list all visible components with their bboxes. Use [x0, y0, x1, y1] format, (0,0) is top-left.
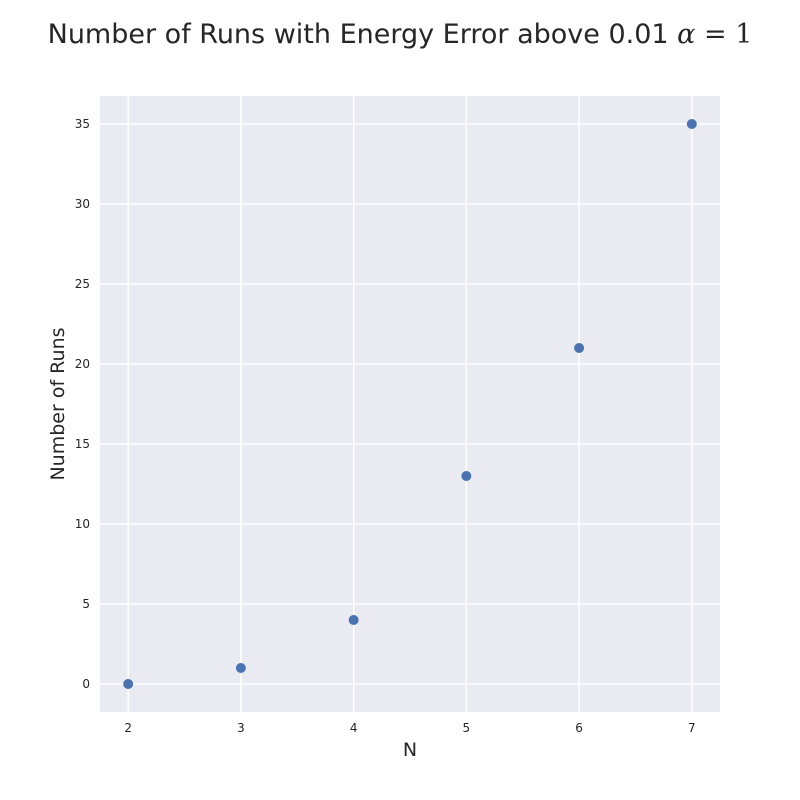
data-point: [348, 615, 359, 625]
y-tick-label: 10: [75, 517, 90, 531]
y-tick-label: 20: [75, 357, 90, 371]
y-tick-labels: 0 5 10 15 20 25 30 35: [75, 117, 90, 691]
data-points: [123, 119, 697, 689]
chart-title: Number of Runs with Energy Error above 0…: [0, 19, 800, 50]
chart-title-math: α = 1: [677, 19, 753, 50]
y-tick-label: 15: [75, 437, 90, 451]
y-axis-label: Number of Runs: [47, 327, 69, 480]
y-tick-label: 5: [82, 597, 90, 611]
x-tick-label: 2: [124, 721, 132, 735]
x-tick-label: 3: [237, 721, 245, 735]
data-point: [235, 663, 246, 673]
plot-area: [100, 96, 720, 712]
data-point: [686, 119, 697, 129]
data-point: [123, 679, 134, 689]
x-tick-labels: 2 3 4 5 6 7: [124, 721, 695, 735]
y-tick-label: 30: [75, 197, 90, 211]
x-tick-label: 4: [350, 721, 358, 735]
y-tick-label: 35: [75, 117, 90, 131]
data-point: [574, 343, 585, 353]
y-tick-label: 25: [75, 277, 90, 291]
grid-lines: [100, 96, 720, 712]
x-axis-label: N: [403, 739, 417, 761]
chart-title-text: Number of Runs with Energy Error above 0…: [47, 19, 669, 50]
y-tick-label: 0: [82, 677, 90, 691]
x-tick-label: 5: [463, 721, 471, 735]
x-tick-label: 7: [688, 721, 696, 735]
data-point: [461, 471, 472, 481]
x-tick-label: 6: [575, 721, 583, 735]
